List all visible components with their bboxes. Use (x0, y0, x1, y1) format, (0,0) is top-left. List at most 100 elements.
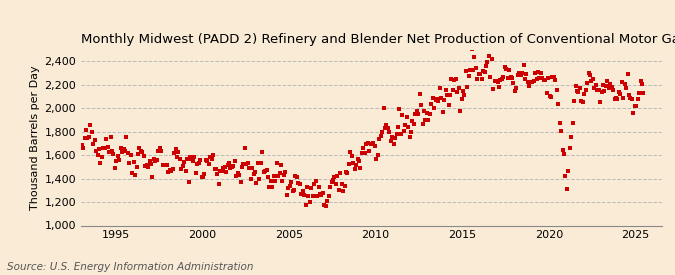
Point (556, 129, 566, 133)
Point (529, 79, 539, 83)
Point (534, 76, 545, 80)
Point (479, 70, 490, 74)
Point (416, 103, 427, 107)
Point (336, 181, 347, 186)
Point (280, 169, 291, 174)
Point (601, 84, 612, 88)
Point (398, 129, 409, 133)
Point (478, 69, 489, 73)
Point (605, 81, 616, 86)
Point (452, 89, 462, 94)
Point (247, 166, 258, 170)
Point (520, 77, 531, 81)
Point (279, 173, 290, 177)
Point (270, 179, 281, 183)
Point (602, 79, 613, 84)
Point (547, 75, 558, 79)
Point (545, 95, 556, 99)
Point (487, 56, 497, 61)
Point (254, 176, 265, 181)
Point (377, 130, 387, 134)
Point (435, 85, 446, 90)
Point (222, 162, 233, 167)
Point (411, 109, 422, 114)
Point (472, 77, 483, 81)
Point (173, 150, 184, 154)
Point (488, 86, 499, 91)
Point (310, 178, 321, 183)
Point (304, 200, 315, 204)
Point (508, 81, 519, 85)
Point (603, 86, 614, 90)
Point (205, 155, 215, 159)
Point (335, 171, 346, 175)
Point (109, 165, 120, 170)
Point (595, 100, 605, 104)
Point (436, 96, 447, 100)
Point (322, 199, 333, 203)
Point (151, 158, 162, 163)
Point (562, 186, 572, 191)
Point (306, 185, 317, 190)
Point (131, 164, 142, 169)
Point (190, 170, 201, 175)
Point (606, 85, 617, 90)
Point (133, 152, 144, 156)
Point (326, 180, 337, 185)
Point (511, 86, 522, 90)
Point (495, 77, 506, 82)
Point (113, 154, 124, 158)
Point (198, 175, 209, 179)
Point (248, 172, 259, 177)
Point (333, 188, 344, 192)
Point (358, 146, 369, 150)
Point (587, 77, 598, 81)
Point (502, 76, 513, 80)
Point (381, 123, 392, 127)
Point (611, 96, 622, 100)
Point (425, 112, 435, 116)
Point (443, 103, 454, 108)
Point (281, 192, 292, 197)
Point (367, 142, 377, 146)
Point (275, 163, 286, 167)
Point (101, 137, 111, 141)
Point (391, 132, 402, 136)
Point (323, 194, 334, 198)
Point (264, 185, 275, 190)
Point (460, 69, 471, 73)
Point (148, 157, 159, 161)
Point (142, 165, 153, 169)
Point (554, 121, 565, 125)
Point (261, 168, 272, 172)
Point (315, 192, 325, 196)
Point (510, 89, 520, 93)
Point (427, 96, 438, 100)
Point (375, 133, 386, 138)
Point (103, 144, 113, 149)
Point (82, 136, 93, 141)
Point (541, 90, 552, 95)
Point (580, 88, 591, 92)
Point (612, 97, 623, 101)
Point (255, 161, 266, 165)
Point (312, 193, 323, 198)
Point (182, 157, 192, 162)
Point (176, 166, 187, 171)
Point (200, 158, 211, 163)
Point (251, 180, 262, 185)
Point (453, 86, 464, 90)
Point (175, 157, 186, 161)
Point (458, 89, 468, 93)
Point (115, 145, 126, 150)
Point (551, 88, 562, 92)
Point (570, 84, 581, 89)
Point (183, 180, 194, 184)
Point (622, 72, 633, 76)
Point (118, 147, 129, 152)
Point (141, 162, 152, 167)
Point (303, 193, 314, 198)
Point (387, 134, 398, 139)
Point (628, 111, 639, 115)
Point (521, 72, 532, 77)
